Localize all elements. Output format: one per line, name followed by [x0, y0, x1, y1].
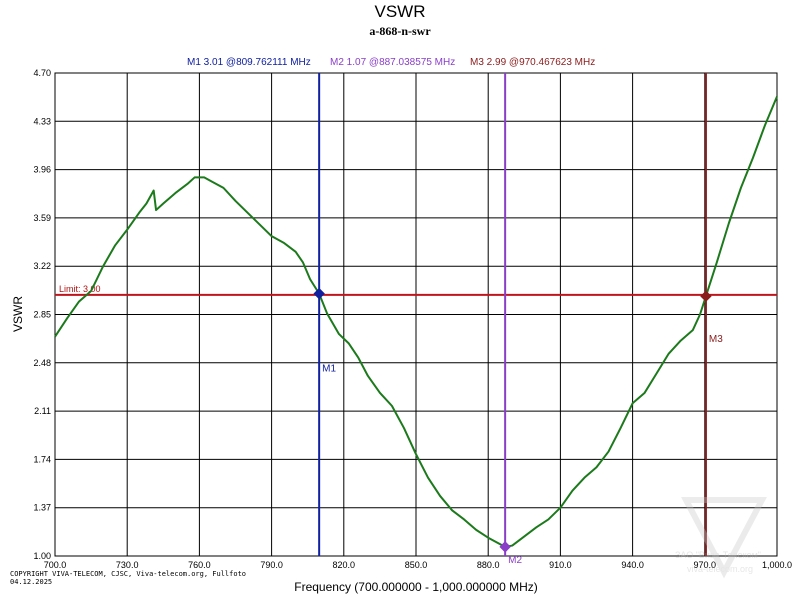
y-tick-label: 3.59 [33, 213, 51, 223]
x-tick-labels: 700.0 730.0 760.0 790.0 820.0 850.0 880.0 910.0… [44, 560, 792, 570]
y-tick-label: 4.70 [33, 68, 51, 78]
watermark-site: viva-telecom.org [687, 564, 753, 574]
series-line-0 [54, 96, 778, 548]
y-tick-labels: 1.00 1.37 1.74 2.11 2.48 2.85 3.22 3.59 3.96 4.33… [33, 68, 51, 561]
marker-point-m1 [313, 287, 325, 300]
x-tick-label: 790.0 [260, 560, 283, 570]
x-tick-label: 910.0 [549, 560, 572, 570]
x-tick-label: 940.0 [621, 560, 644, 570]
y-tick-label: 3.96 [33, 165, 51, 175]
x-tick-label: 850.0 [405, 560, 428, 570]
marker-lines: M1 M2 M3 [318, 73, 723, 566]
x-tick-label: 880.0 [477, 560, 500, 570]
watermark-company: ЗАО "Вива-Телеком" [675, 550, 761, 560]
marker-readout-m3: M3 2.99 @970.467623 MHz [470, 57, 595, 68]
marker-label-m2: M2 [508, 555, 522, 566]
grid-lines [54, 72, 778, 557]
marker-label-m3: M3 [709, 334, 723, 345]
chart-subtitle: a-868-n-swr [369, 24, 431, 38]
y-tick-label: 1.37 [33, 503, 51, 513]
marker-readout-m2: M2 1.07 @887.038575 MHz [330, 57, 455, 68]
marker-point-m2 [499, 541, 511, 553]
x-tick-label: 1,000.0 [762, 560, 792, 570]
marker-readouts: M1 3.01 @809.762111 MHz M2 1.07 @887.0385… [187, 57, 595, 68]
limit-line-group: Limit: 3.00 [55, 284, 777, 296]
y-axis-label: VSWR [11, 296, 25, 332]
y-tick-label: 2.11 [34, 406, 51, 416]
y-tick-label: 2.48 [33, 358, 51, 368]
y-tick-label: 1.00 [33, 551, 51, 561]
series-group [54, 96, 778, 548]
y-tick-label: 1.74 [33, 454, 51, 464]
copyright-date: 04.12.2025 [10, 578, 52, 586]
marker-points [313, 287, 712, 553]
x-tick-label: 760.0 [188, 560, 211, 570]
x-tick-label: 700.0 [44, 560, 67, 570]
x-tick-label: 970.0 [694, 560, 717, 570]
chart-title: VSWR [375, 2, 426, 21]
x-axis-label: Frequency (700.000000 - 1,000.000000 MHz… [294, 580, 538, 594]
y-tick-label: 4.33 [33, 116, 51, 126]
copyright-text: COPYRIGHT VIVA-TELECOM, CJSC, Viva-telec… [10, 570, 246, 578]
x-tick-label: 730.0 [116, 560, 139, 570]
x-tick-label: 820.0 [333, 560, 356, 570]
y-tick-label: 2.85 [33, 310, 51, 320]
watermark-shield-icon [681, 497, 767, 579]
y-tick-label: 3.22 [33, 261, 51, 271]
limit-label: Limit: 3.00 [59, 284, 101, 294]
marker-readout-m1: M1 3.01 @809.762111 MHz [187, 57, 311, 68]
marker-label-m1: M1 [322, 364, 336, 375]
watermark-logo: ЗАО "Вива-Телеком" viva-telecom.org [675, 497, 767, 579]
marker-point-m3 [700, 290, 712, 302]
